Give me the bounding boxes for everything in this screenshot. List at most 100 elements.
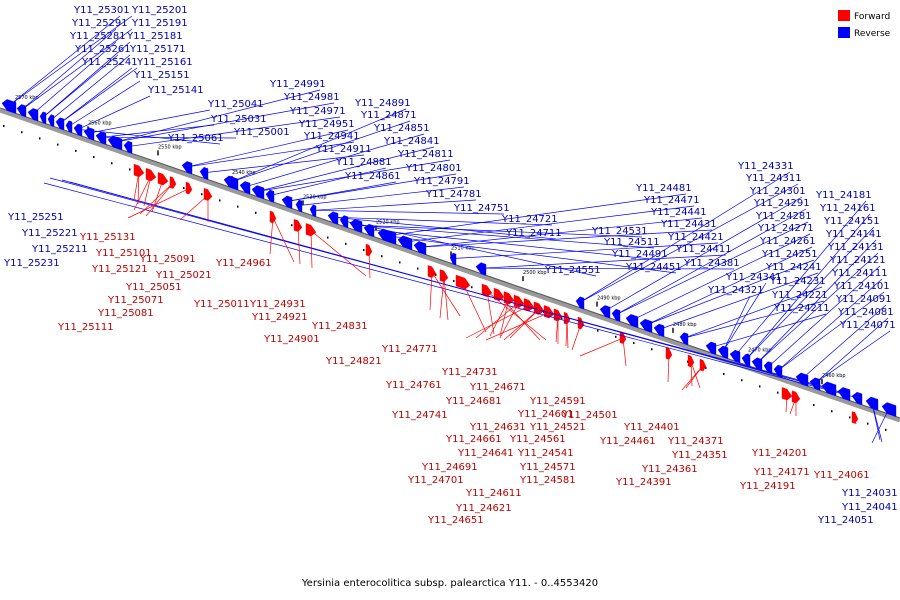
reverse-gene-label[interactable]: Y11_24841 [383, 136, 440, 147]
reverse-gene-label[interactable]: Y11_24071 [839, 320, 896, 331]
forward-gene-label[interactable]: Y11_24461 [599, 436, 656, 447]
reverse-gene-arrow[interactable] [295, 199, 303, 213]
reverse-gene-label[interactable]: Y11_24431 [660, 219, 717, 230]
forward-gene-arrow[interactable] [133, 163, 145, 178]
forward-gene-label[interactable]: Y11_24691 [421, 462, 478, 473]
reverse-gene-label[interactable]: Y11_24971 [289, 106, 346, 117]
reverse-gene-arrow[interactable] [413, 241, 427, 256]
forward-gene-label[interactable]: Y11_24581 [519, 475, 576, 486]
forward-gene-label[interactable]: Y11_24541 [517, 448, 574, 459]
reverse-gene-label[interactable]: Y11_24991 [269, 79, 326, 90]
forward-gene-label[interactable]: Y11_24661 [445, 434, 502, 445]
reverse-gene-label[interactable]: Y11_24141 [825, 229, 882, 240]
reverse-gene-arrow[interactable] [65, 120, 73, 134]
reverse-gene-label[interactable]: Y11_24491 [611, 249, 668, 260]
reverse-gene-label[interactable]: Y11_24161 [819, 203, 876, 214]
forward-gene-arrow[interactable] [851, 411, 859, 424]
forward-gene-label[interactable]: Y11_24641 [457, 448, 514, 459]
reverse-gene-label[interactable]: Y11_25001 [233, 127, 290, 138]
reverse-gene-arrow[interactable] [95, 131, 107, 145]
forward-gene-label[interactable]: Y11_24351 [671, 450, 728, 461]
reverse-gene-arrow[interactable] [639, 318, 653, 333]
reverse-gene-label[interactable]: Y11_24271 [757, 223, 814, 234]
reverse-gene-label[interactable]: Y11_24211 [773, 303, 830, 314]
reverse-gene-arrow[interactable] [107, 135, 123, 151]
forward-gene-label[interactable]: Y11_24401 [623, 422, 680, 433]
forward-gene-label[interactable]: Y11_24621 [455, 503, 512, 514]
reverse-gene-label[interactable]: Y11_25281 [69, 31, 126, 42]
reverse-gene-label[interactable]: Y11_24051 [817, 515, 874, 526]
reverse-gene-arrow[interactable] [39, 111, 47, 125]
forward-gene-label[interactable]: Y11_25121 [91, 264, 148, 275]
reverse-gene-label[interactable]: Y11_24241 [765, 262, 822, 273]
reverse-gene-label[interactable]: Y11_24151 [823, 216, 880, 227]
reverse-gene-label[interactable]: Y11_24941 [303, 131, 360, 142]
reverse-gene-label[interactable]: Y11_24981 [283, 92, 340, 103]
reverse-gene-label[interactable]: Y11_24511 [603, 237, 660, 248]
forward-gene-arrow[interactable] [145, 168, 157, 182]
reverse-gene-arrow[interactable] [199, 167, 209, 180]
reverse-gene-label[interactable]: Y11_25061 [167, 133, 224, 144]
reverse-gene-label[interactable]: Y11_25291 [71, 18, 128, 29]
forward-gene-arrow[interactable] [293, 218, 303, 232]
reverse-gene-label[interactable]: Y11_24381 [683, 258, 740, 269]
forward-gene-arrow[interactable] [699, 358, 707, 372]
forward-gene-label[interactable]: Y11_24831 [311, 321, 368, 332]
reverse-gene-label[interactable]: Y11_24421 [667, 232, 724, 243]
reverse-gene-arrow[interactable] [47, 114, 55, 127]
reverse-gene-label[interactable]: Y11_24481 [635, 183, 692, 194]
reverse-gene-label[interactable]: Y11_24881 [335, 157, 392, 168]
reverse-gene-arrow[interactable] [181, 161, 193, 175]
reverse-gene-label[interactable]: Y11_24721 [501, 214, 558, 225]
reverse-gene-label[interactable]: Y11_25231 [3, 258, 60, 269]
forward-gene-label[interactable]: Y11_24681 [445, 396, 502, 407]
reverse-gene-label[interactable]: Y11_24101 [833, 281, 890, 292]
forward-gene-label[interactable]: Y11_24371 [667, 436, 724, 447]
forward-gene-label[interactable]: Y11_25131 [79, 232, 136, 243]
forward-gene-label[interactable]: Y11_24961 [215, 258, 272, 269]
reverse-gene-label[interactable]: Y11_24781 [425, 189, 482, 200]
reverse-gene-label[interactable]: Y11_24321 [707, 285, 764, 296]
forward-gene-label[interactable]: Y11_24671 [469, 382, 526, 393]
reverse-gene-label[interactable]: Y11_24891 [354, 98, 411, 109]
reverse-gene-arrow[interactable] [327, 211, 339, 225]
reverse-gene-arrow[interactable] [625, 314, 639, 329]
reverse-gene-label[interactable]: Y11_24791 [413, 176, 470, 187]
forward-gene-label[interactable]: Y11_24771 [381, 344, 438, 355]
reverse-gene-arrow[interactable] [599, 305, 611, 319]
forward-gene-label[interactable]: Y11_25071 [107, 295, 164, 306]
forward-gene-label[interactable]: Y11_24191 [739, 481, 796, 492]
reverse-gene-label[interactable]: Y11_24221 [771, 290, 828, 301]
reverse-gene-label[interactable]: Y11_24181 [815, 190, 872, 201]
reverse-gene-label[interactable]: Y11_24531 [591, 226, 648, 237]
reverse-gene-label[interactable]: Y11_24091 [835, 294, 892, 305]
reverse-gene-arrow[interactable] [717, 345, 729, 360]
reverse-gene-arrow[interactable] [611, 308, 621, 322]
reverse-gene-label[interactable]: Y11_24471 [643, 195, 700, 206]
reverse-gene-arrow[interactable] [223, 175, 239, 191]
reverse-gene-label[interactable]: Y11_25191 [131, 18, 188, 29]
reverse-gene-label[interactable]: Y11_25171 [129, 44, 186, 55]
reverse-gene-label[interactable]: Y11_24861 [344, 171, 401, 182]
forward-gene-label[interactable]: Y11_24201 [751, 448, 808, 459]
forward-gene-label[interactable]: Y11_24391 [615, 477, 672, 488]
reverse-gene-label[interactable]: Y11_24081 [837, 307, 894, 318]
reverse-gene-label[interactable]: Y11_24851 [373, 123, 430, 134]
forward-gene-arrow[interactable] [687, 354, 695, 368]
reverse-gene-label[interactable]: Y11_24801 [405, 163, 462, 174]
reverse-gene-arrow[interactable] [881, 402, 897, 417]
forward-gene-label[interactable]: Y11_24701 [407, 475, 464, 486]
forward-gene-arrow[interactable] [455, 274, 471, 290]
reverse-gene-label[interactable]: Y11_25161 [136, 57, 193, 68]
forward-gene-label[interactable]: Y11_24591 [529, 396, 586, 407]
reverse-gene-label[interactable]: Y11_24131 [827, 242, 884, 253]
forward-gene-arrow[interactable] [439, 269, 449, 283]
forward-gene-arrow[interactable] [791, 390, 801, 404]
forward-gene-label[interactable]: Y11_24921 [251, 312, 308, 323]
reverse-gene-arrow[interactable] [251, 185, 265, 200]
reverse-gene-arrow[interactable] [265, 189, 275, 203]
reverse-gene-label[interactable]: Y11_24041 [841, 502, 898, 513]
forward-gene-label[interactable]: Y11_24561 [509, 434, 566, 445]
reverse-gene-label[interactable]: Y11_25031 [210, 114, 267, 125]
forward-gene-arrow[interactable] [169, 176, 177, 189]
